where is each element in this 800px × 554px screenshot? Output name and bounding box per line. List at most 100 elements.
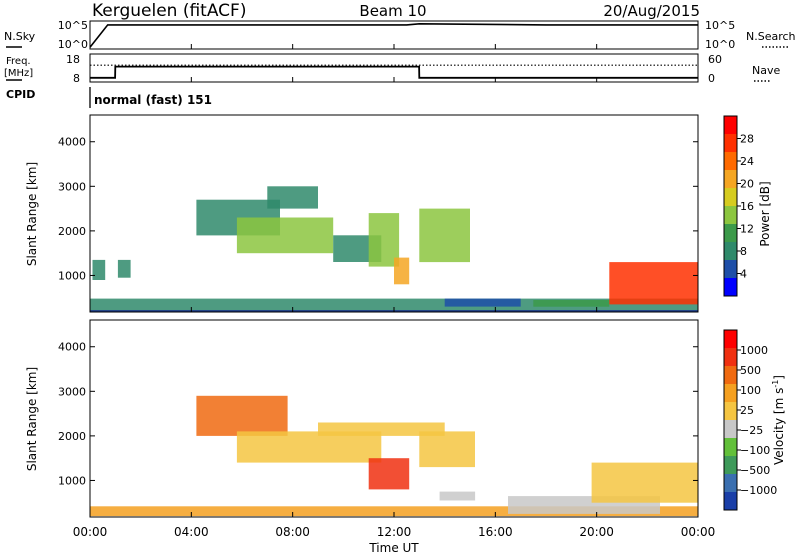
power-colorbar-tick-label: 4 (740, 268, 747, 281)
x-axis-ticks: 00:00 04:00 08:00 12:00 16:00 20:00 00:00 (73, 44, 716, 539)
velocity-colorbar-cell (724, 348, 737, 366)
power-colorbar-cell (724, 152, 737, 170)
power-region (394, 257, 410, 285)
velocity-colorbar: 1000 500 100 25 −25 −100 −500 −1000 Velocity [m… (723, 329, 786, 511)
power-region (236, 217, 334, 254)
power-colorbar-label: Power [dB] (758, 181, 772, 246)
power-region (444, 298, 521, 307)
nsky-panel: 10^5 10^0 10^5 10^0 N.Sky N.Search (4, 19, 796, 51)
velocity-colorbar-cell (724, 438, 737, 456)
velocity-colorbar-cell (724, 330, 737, 348)
nave-label: Nave (752, 64, 780, 77)
power-colorbar-cell (724, 224, 737, 242)
velocity-y-tick-label: 3000 (58, 385, 86, 398)
power-y-ticks: 1000 2000 3000 4000 (58, 136, 698, 282)
velocity-colorbar-cell (724, 492, 737, 510)
velocity-region (591, 462, 698, 503)
freq-label: Freq. (6, 56, 31, 67)
freq-tick-top: 18 (66, 53, 80, 66)
velocity-colorbar-cell (724, 420, 737, 438)
power-colorbar-tick-label: 16 (740, 200, 754, 213)
power-region (117, 259, 131, 278)
power-colorbar-cell (724, 134, 737, 152)
velocity-panel: 1000 2000 3000 4000 Slant Range [km] (25, 319, 699, 518)
power-colorbar-cell (724, 260, 737, 278)
beam-title: Beam 10 (359, 2, 426, 20)
power-colorbar-tick-label: 24 (740, 155, 754, 168)
power-panel: 1000 2000 3000 4000 Slant Range [km] (25, 114, 699, 313)
nave-tick-top: 60 (708, 53, 722, 66)
cpid-label: CPID (6, 88, 35, 101)
x-tick-label: 00:00 (681, 525, 716, 539)
velocity-y-label: Slant Range [km] (25, 367, 39, 471)
power-y-label: Slant Range [km] (25, 162, 39, 266)
velocity-colorbar-cell (724, 366, 737, 384)
date-title: 20/Aug/2015 (603, 2, 700, 20)
nsearch-tick-bottom: 10^0 (705, 38, 735, 51)
freq-series-line (90, 65, 698, 79)
power-colorbar-cell (724, 188, 737, 206)
velocity-region (368, 458, 410, 490)
x-tick-label: 04:00 (174, 525, 209, 539)
velocity-region (318, 422, 445, 436)
velocity-region (196, 395, 288, 436)
power-colorbar-cell (724, 116, 737, 134)
velocity-region (419, 431, 475, 468)
power-colorbar-tick-label: 12 (740, 223, 754, 236)
velocity-colorbar-tick-label: 100 (740, 384, 761, 397)
velocity-colorbar-tick-label: −25 (740, 424, 763, 437)
power-region (92, 259, 106, 280)
power-y-tick-label: 4000 (58, 136, 86, 149)
nave-tick-bottom: 0 (708, 72, 715, 85)
power-colorbar-cell (724, 206, 737, 224)
power-y-tick-label: 2000 (58, 225, 86, 238)
freq-unit-label: [MHz] (4, 68, 33, 79)
x-tick-label: 16:00 (478, 525, 513, 539)
power-region (609, 262, 698, 305)
power-data (90, 186, 698, 313)
power-region (267, 186, 318, 209)
velocity-colorbar-tick-label: 500 (740, 364, 761, 377)
velocity-y-tick-label: 1000 (58, 474, 86, 487)
x-tick-label: 00:00 (73, 525, 108, 539)
velocity-region (236, 431, 382, 463)
x-tick-label: 12:00 (377, 525, 412, 539)
power-colorbar-cell (724, 170, 737, 188)
velocity-y-tick-label: 4000 (58, 341, 86, 354)
nsearch-tick-top: 10^5 (705, 19, 735, 32)
velocity-y-tick-label: 2000 (58, 430, 86, 443)
power-colorbar-cell (724, 278, 737, 296)
x-tick-label: 20:00 (579, 525, 614, 539)
velocity-region (90, 506, 698, 517)
nsky-tick-top: 10^5 (58, 19, 88, 32)
velocity-colorbar-tick-label: 25 (740, 404, 754, 417)
nsearch-label: N.Search (746, 30, 796, 43)
nsky-label: N.Sky (4, 30, 36, 43)
velocity-y-ticks: 1000 2000 3000 4000 (58, 341, 698, 487)
velocity-region (439, 491, 476, 501)
velocity-colorbar-tick-label: −100 (740, 444, 770, 457)
velocity-colorbar-cell (724, 456, 737, 474)
velocity-colorbar-cell (724, 402, 737, 420)
power-colorbar-tick-label: 20 (740, 178, 754, 191)
cpid-text: normal (fast) 151 (94, 93, 212, 107)
velocity-colorbar-tick-label: −500 (740, 464, 770, 477)
x-tick-label: 08:00 (275, 525, 310, 539)
x-axis-label: Time UT (368, 541, 419, 554)
power-y-tick-label: 1000 (58, 269, 86, 282)
velocity-colorbar-tick-label: −1000 (740, 484, 777, 497)
power-region (533, 300, 610, 307)
nsky-series-line (89, 22, 698, 48)
velocity-data (90, 395, 698, 517)
velocity-colorbar-tick-label: 1000 (740, 344, 768, 357)
power-colorbar-tick-label: 28 (740, 133, 754, 146)
velocity-colorbar-cell (724, 384, 737, 402)
power-colorbar-tick-label: 8 (740, 245, 747, 258)
freq-tick-bottom: 8 (73, 72, 80, 85)
velocity-colorbar-label: Velocity [m s-1] (771, 375, 786, 465)
nsky-tick-bottom: 10^0 (58, 38, 88, 51)
power-y-tick-label: 3000 (58, 180, 86, 193)
power-colorbar: 28 24 20 16 12 8 4 Power [dB] (723, 115, 772, 297)
freq-panel: 18 8 60 0 Freq. [MHz] Nave (4, 53, 780, 85)
station-title: Kerguelen (fitACF) (92, 1, 246, 21)
